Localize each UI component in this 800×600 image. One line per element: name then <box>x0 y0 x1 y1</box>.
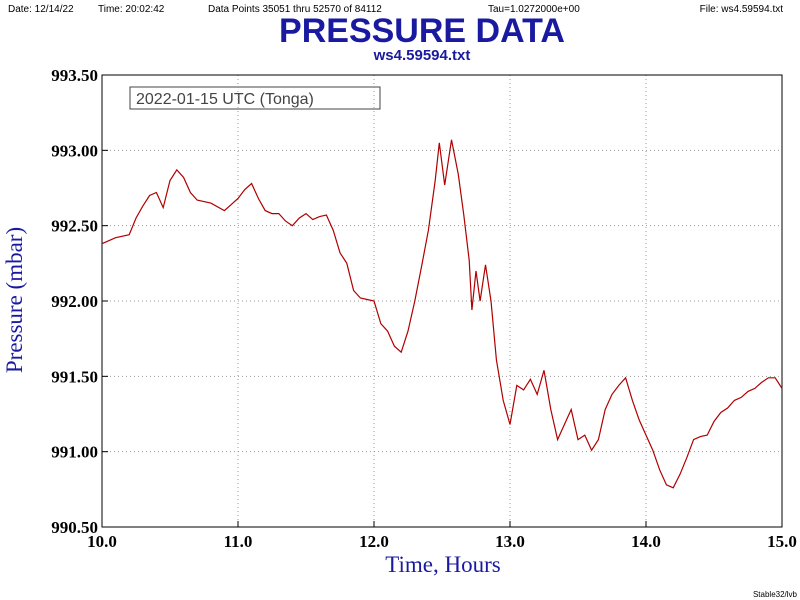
y-tick-label: 993.50 <box>51 66 98 85</box>
plot-frame <box>101 74 783 528</box>
x-tick-label: 13.0 <box>495 532 525 551</box>
annotation-box <box>129 86 381 110</box>
y-tick-label: 991.50 <box>51 367 98 386</box>
y-tick-label: 991.00 <box>51 443 98 462</box>
chart-subtitle: ws4.59594.txt <box>373 47 471 64</box>
annotation: 2022-01-15 UTC (Tonga) <box>136 91 314 108</box>
chart-title: PRESSURE DATA <box>279 12 565 50</box>
x-tick-label: 15.0 <box>767 532 797 551</box>
footer: Stable32/lvb <box>753 590 798 599</box>
y-tick-label: 992.50 <box>51 217 98 236</box>
x-tick-label: 12.0 <box>359 532 389 551</box>
header-date: Date: 12/14/22 <box>8 4 74 15</box>
header-file: File: ws4.59594.txt <box>700 4 784 15</box>
x-tick-label: 14.0 <box>631 532 661 551</box>
y-tick-label: 992.00 <box>51 292 98 311</box>
x-axis-label: Time, Hours <box>385 552 500 577</box>
header-tau: Tau=1.0272000e+00 <box>488 4 580 15</box>
data-line <box>101 139 783 489</box>
y-axis-label: Pressure (mbar) <box>2 227 27 373</box>
x-tick-label: 11.0 <box>224 532 253 551</box>
x-tick-label: 10.0 <box>87 532 117 551</box>
header-points: Data Points 35051 thru 52570 of 84112 <box>208 4 382 15</box>
header-time: Time: 20:02:42 <box>98 4 165 15</box>
y-tick-label: 993.00 <box>51 141 98 160</box>
y-tick-label: 990.50 <box>51 518 98 537</box>
